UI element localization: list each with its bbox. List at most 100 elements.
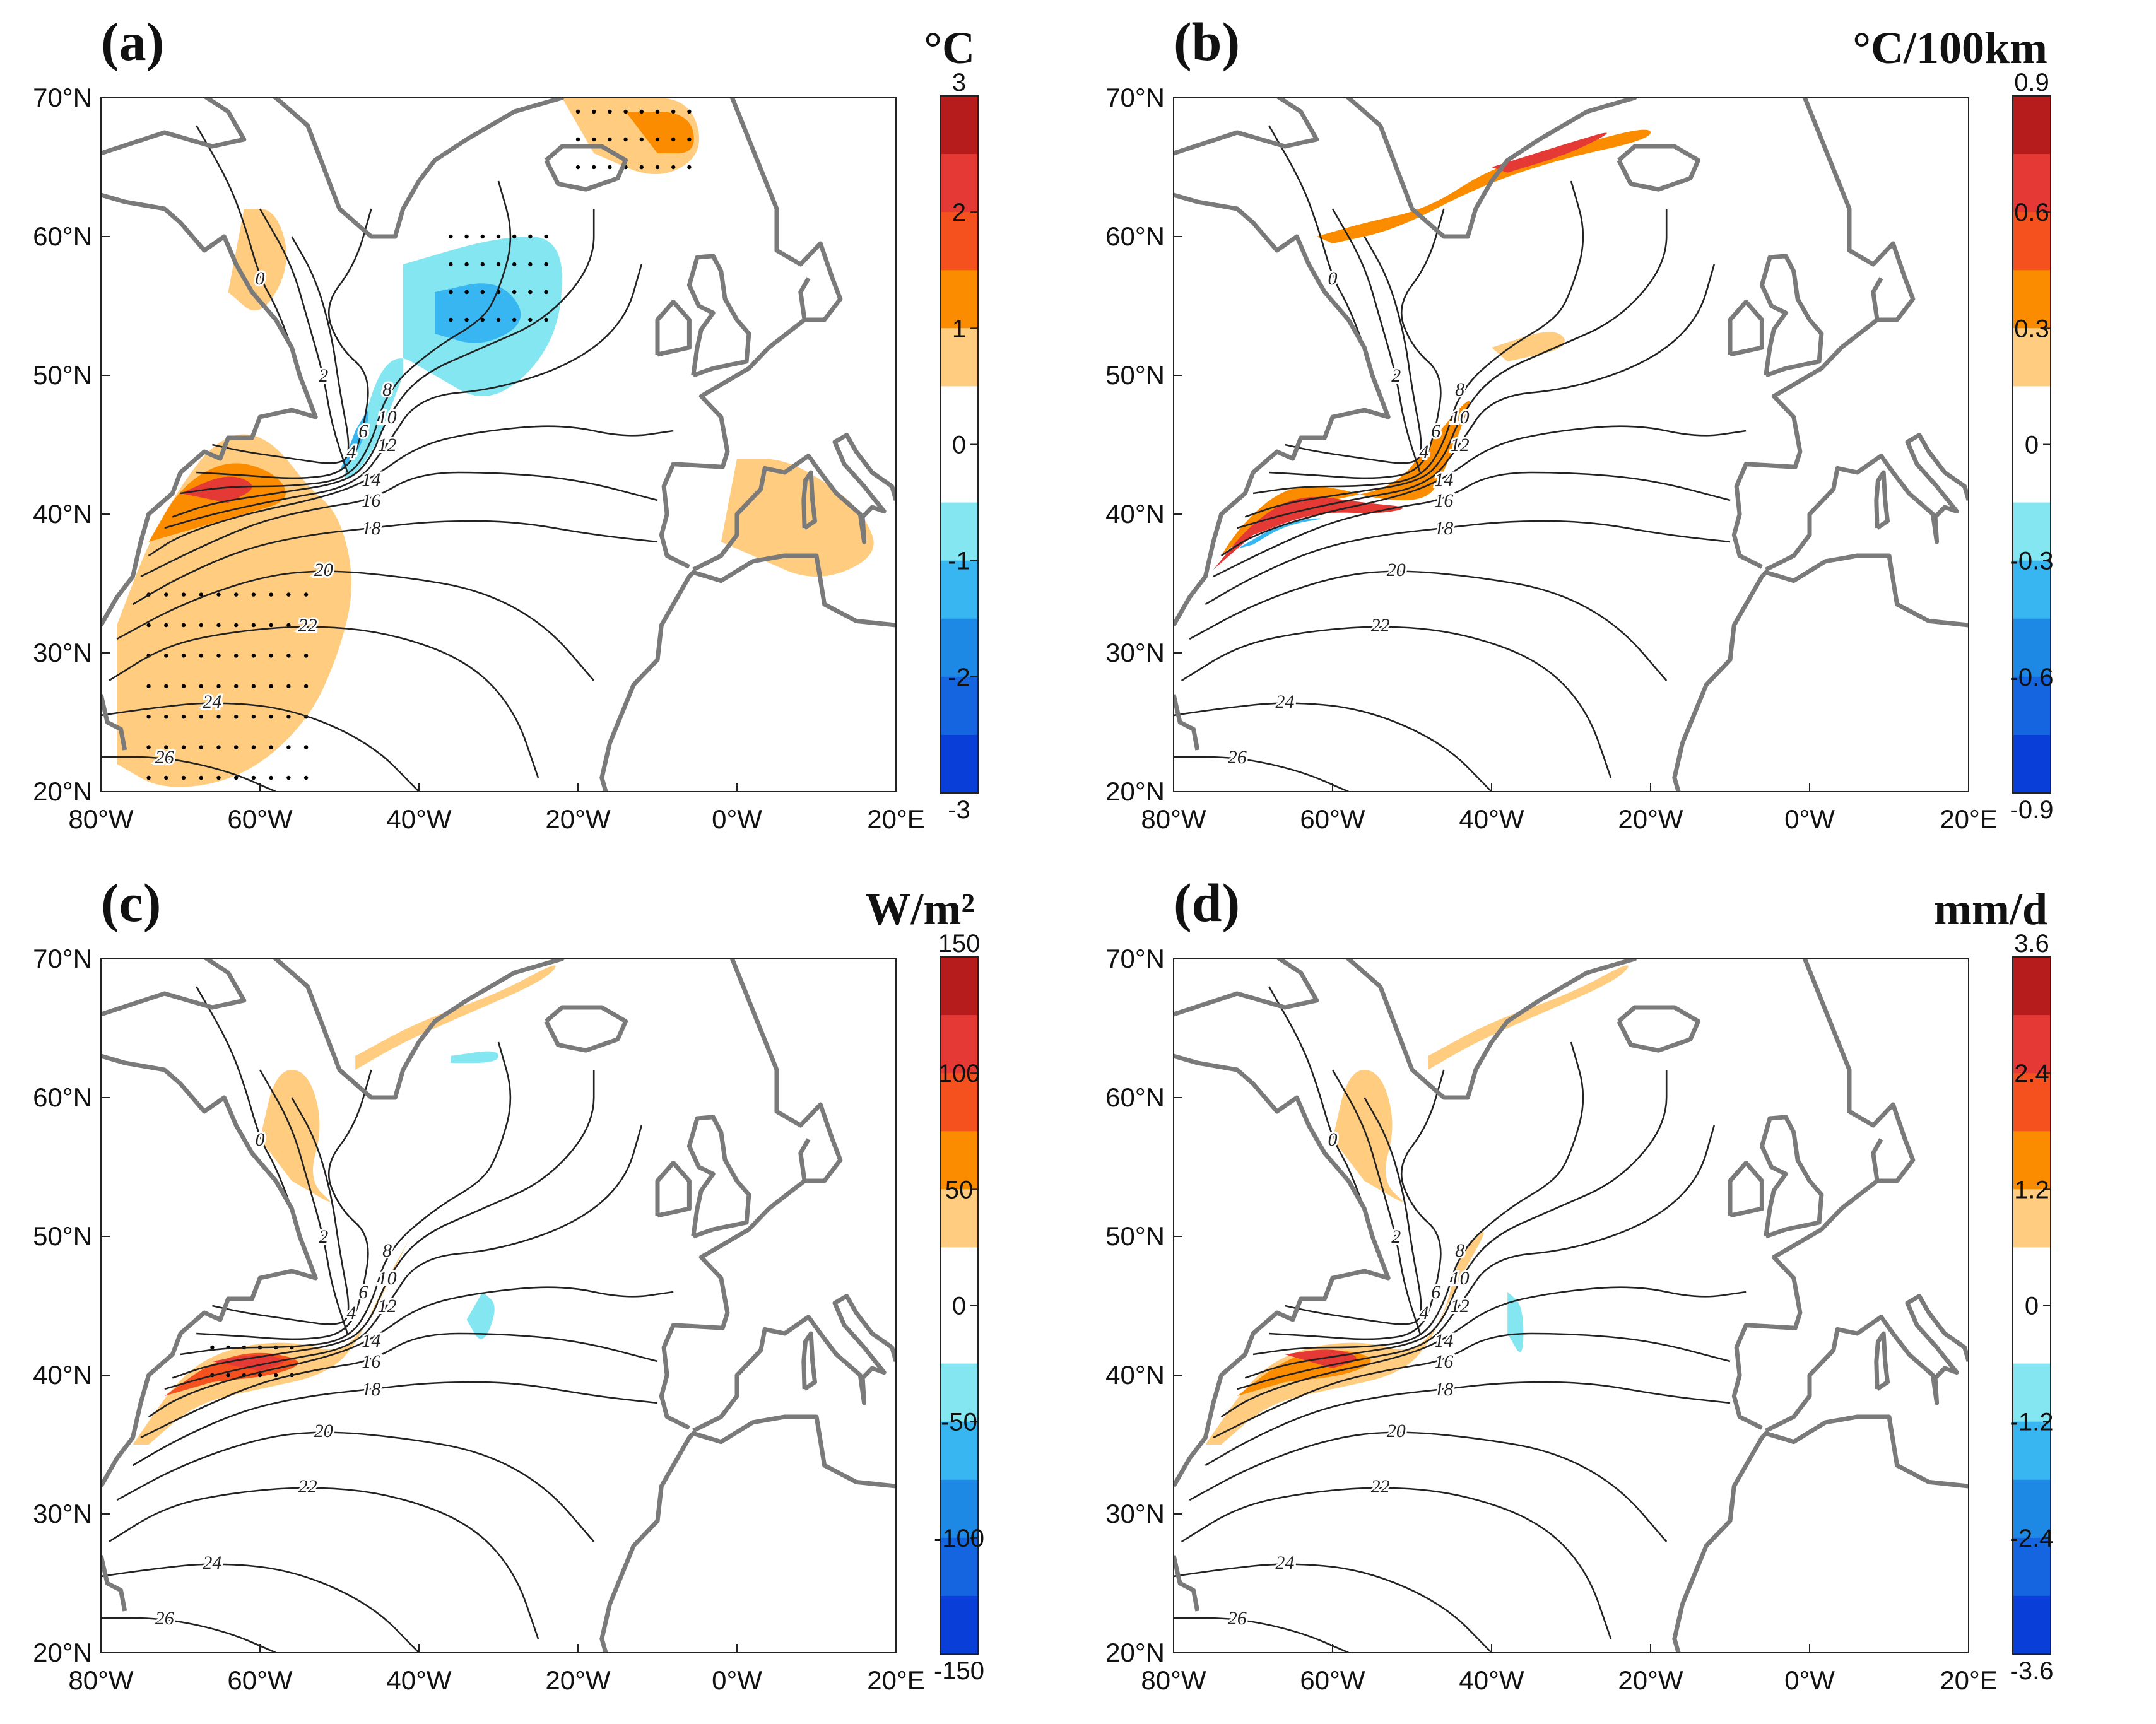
contour-label: 10 — [1451, 407, 1470, 428]
colorbar-tick-label: 0.6 — [2014, 199, 2049, 226]
sst-contour — [1174, 702, 1492, 792]
sst-contour — [108, 626, 539, 778]
colorbar-segment — [940, 1189, 978, 1248]
significance-dot — [269, 715, 273, 719]
significance-dot — [286, 775, 291, 780]
sst-contour — [1269, 208, 1445, 479]
colorbar-segment — [2013, 1247, 2051, 1306]
x-tick-label: 0°W — [712, 1665, 762, 1695]
sst-contour — [1181, 626, 1612, 778]
significance-dot — [687, 165, 692, 170]
sst-contour — [1285, 236, 1422, 464]
y-tick-label: 30°N — [33, 1499, 92, 1528]
colorbar-segment — [2013, 502, 2051, 561]
significance-dot — [671, 137, 676, 142]
significance-dot — [216, 654, 221, 658]
coastline — [686, 254, 751, 378]
colorbar-segment — [940, 328, 978, 387]
contour-label: 22 — [1371, 615, 1390, 636]
x-tick-label: 20°E — [867, 1665, 925, 1695]
x-tick-label: 40°W — [386, 1665, 452, 1695]
significance-dot — [286, 592, 291, 597]
significance-dot — [544, 317, 548, 322]
colorbar-segment — [940, 734, 978, 794]
colorbar-tick-label: -0.9 — [2010, 796, 2054, 824]
coastline — [1731, 318, 1879, 569]
coastline — [1874, 1331, 1890, 1391]
contour-label: 20 — [1387, 1421, 1406, 1441]
significance-dot — [303, 654, 309, 658]
coastline — [599, 1414, 896, 1653]
contour-label: 26 — [1228, 747, 1247, 768]
significance-dot — [234, 715, 239, 719]
significance-dot — [164, 654, 168, 658]
contour-label: 4 — [346, 1303, 356, 1323]
colorbar-segment — [2013, 560, 2051, 619]
y-tick-label: 50°N — [33, 360, 92, 390]
x-tick-label: 80°W — [1141, 804, 1206, 834]
significance-dot — [671, 109, 676, 114]
significance-dot — [269, 775, 273, 780]
contour-label: 20 — [314, 560, 333, 580]
significance-dot — [234, 745, 239, 749]
colorbar-segment — [940, 957, 978, 1016]
sst-contour — [180, 180, 512, 495]
contour-label: 8 — [382, 379, 392, 400]
anomaly-patch — [1237, 518, 1321, 549]
contour-label: 16 — [1434, 1351, 1453, 1372]
map-frame — [100, 97, 897, 792]
significance-dot — [480, 317, 485, 322]
significance-dot — [592, 109, 596, 114]
significance-dot — [199, 684, 203, 688]
x-tick-label: 20°W — [1618, 1665, 1683, 1695]
colorbar-segment — [940, 1247, 978, 1306]
anomaly-patch — [466, 1292, 495, 1339]
coastline — [692, 1294, 896, 1433]
coastline — [101, 98, 247, 156]
contour-label: 26 — [155, 1608, 174, 1629]
significance-dot — [512, 290, 517, 295]
significance-dot — [216, 715, 221, 719]
colorbar-segment — [940, 1421, 978, 1481]
contour-label: 6 — [358, 1282, 368, 1303]
y-tick-label: 50°N — [1105, 360, 1165, 390]
coastline — [1672, 553, 1969, 792]
contour-label: 24 — [1275, 691, 1294, 712]
contour-label: 0 — [1328, 268, 1338, 289]
colorbar-tick-label: 0 — [2025, 1293, 2039, 1320]
colorbar-tick-label: 2.4 — [2014, 1060, 2049, 1088]
sst-contour — [1205, 1381, 1731, 1467]
colorbar-segment — [940, 502, 978, 561]
anomaly-patch — [212, 1355, 284, 1371]
colorbar-segment — [2013, 1073, 2051, 1132]
x-tick-label: 80°W — [1141, 1665, 1206, 1695]
significance-dot — [608, 109, 612, 114]
sst-contour — [1331, 208, 1421, 473]
coastline — [1802, 98, 1916, 322]
significance-dot — [251, 775, 256, 780]
contour-label: 14 — [362, 1330, 380, 1351]
colorbar-segment — [2013, 1421, 2051, 1481]
sst-contour — [148, 425, 674, 557]
significance-dot — [199, 654, 203, 658]
significance-dot — [496, 317, 501, 322]
y-tick-label: 70°N — [33, 83, 92, 112]
coastline — [659, 1179, 806, 1430]
sst-contour — [1189, 1431, 1668, 1542]
coastline — [101, 1053, 318, 1487]
contour-label: 18 — [362, 1379, 380, 1400]
significance-dot — [512, 262, 517, 267]
significance-dot — [251, 654, 256, 658]
significance-dot — [303, 684, 309, 688]
significance-dot — [226, 1373, 230, 1378]
significance-dot — [199, 715, 203, 719]
significance-dot — [655, 137, 660, 142]
coastline — [655, 1160, 692, 1218]
significance-dot — [181, 654, 186, 658]
anomaly-patch — [451, 1051, 498, 1063]
significance-dot — [512, 317, 517, 322]
sst-contour — [172, 209, 595, 518]
significance-dot — [216, 623, 221, 628]
sst-contour — [132, 1381, 658, 1467]
